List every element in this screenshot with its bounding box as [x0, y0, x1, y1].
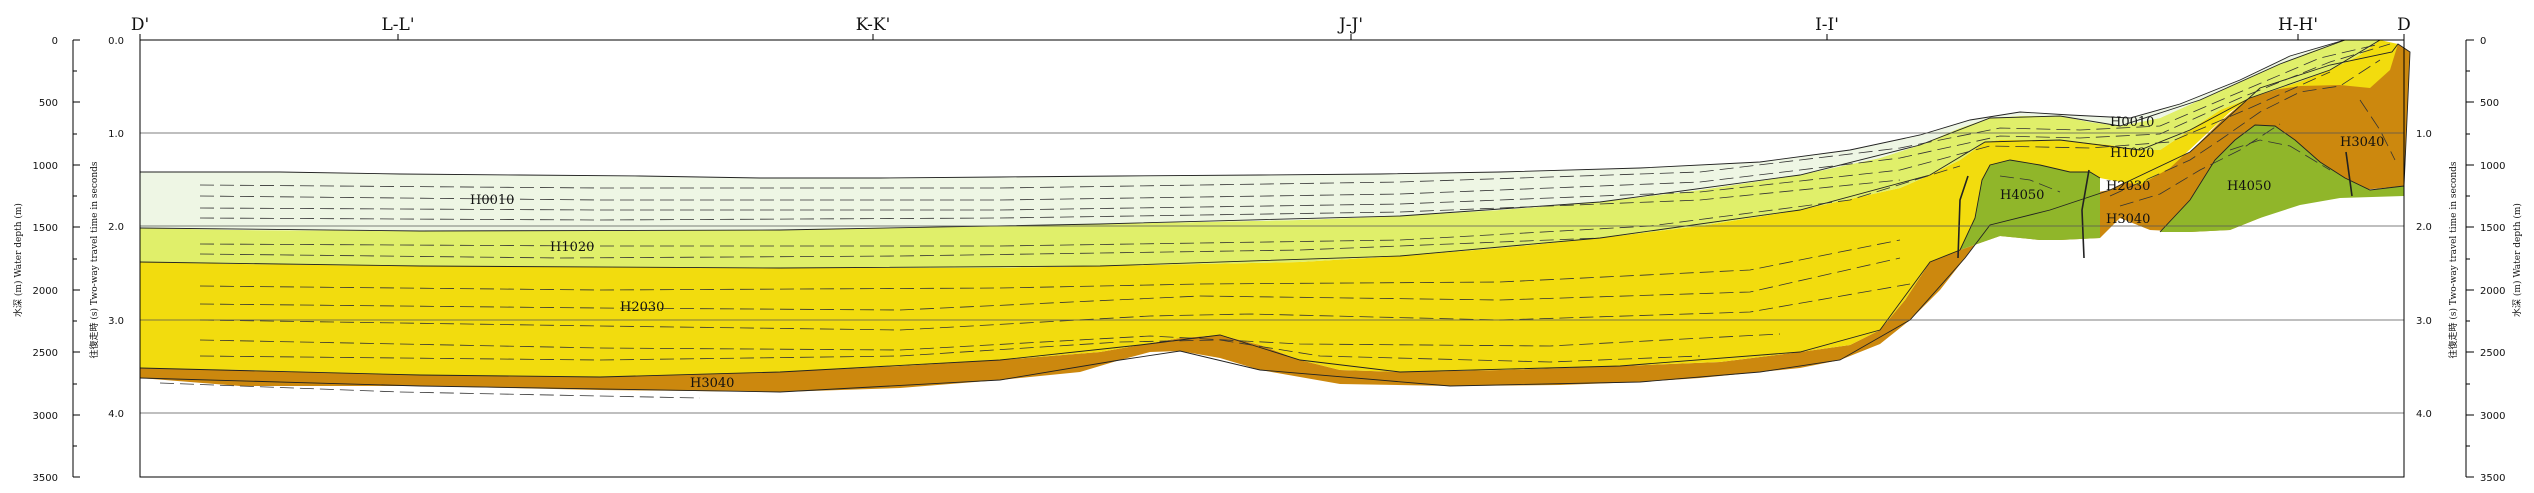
reflector-line	[199, 179, 1901, 221]
reflector-line	[199, 333, 1781, 351]
section-marker-l: L-L'	[382, 15, 415, 35]
fault-line	[2345, 151, 2353, 197]
horizon-label-h0010: H0010	[470, 193, 514, 208]
reflector-line	[199, 339, 1701, 363]
horizon-label-h4050-east: H4050	[2227, 179, 2271, 194]
horizon-label-h3040-far-east: H3040	[2340, 135, 2384, 150]
reflector-line	[199, 43, 2391, 201]
depth-tick-label: 1500	[33, 223, 58, 234]
right-depth-ticks: 0 500 1000 1500 2000 2500 3000 3500	[2480, 36, 2505, 484]
unit-h4050-fill-east	[2160, 125, 2404, 232]
depth-tick-label: 3500	[2480, 473, 2505, 484]
h0010-base-line	[139, 39, 2346, 232]
h4050-top-line-west	[1959, 159, 2101, 251]
depth-tick-label: 500	[39, 98, 58, 109]
fault-line	[2081, 169, 2090, 259]
h1020-base-line	[139, 39, 2381, 269]
horizon-label-h1020-east: H1020	[2110, 146, 2154, 161]
depth-tick-label: 3000	[2480, 411, 2505, 422]
unit-h4050-fill-west	[1960, 160, 2100, 250]
depth-tick-label: 2500	[33, 348, 58, 359]
left-depth-ticks: 0 500 1000 1500 2000 2500 3000 3500	[33, 36, 58, 484]
reflector-line	[199, 165, 1961, 247]
left-depth-axis	[72, 39, 80, 478]
internal-reflectors	[159, 43, 2396, 399]
horizon-label-h0010-east: H0010	[2110, 115, 2154, 130]
h4050-top-line-east	[2159, 124, 2405, 233]
depth-tick-label: 0	[52, 36, 58, 47]
section-marker-k: K-K'	[856, 15, 891, 35]
reflector-line	[2359, 99, 2396, 161]
section-marker-j: J-J'	[1337, 15, 1363, 35]
twt-tick-label: 2.0	[2416, 222, 2432, 233]
horizon-label-h3040: H3040	[690, 376, 734, 391]
section-frame	[139, 39, 2405, 478]
depth-tick-label: 3500	[33, 473, 58, 484]
depth-tick-label: 3000	[33, 411, 58, 422]
left-twt-axis-label: 往復走時 (s) Two-way travel time in seconds	[88, 161, 100, 358]
unit-h0010-fill	[140, 40, 2345, 231]
twt-tick-label: 3.0	[108, 316, 124, 327]
left-twt-ticks: 0.0 1.0 2.0 3.0 4.0	[108, 36, 124, 420]
reflector-line	[159, 382, 701, 399]
depth-tick-label: 1000	[33, 161, 58, 172]
left-depth-axis-label: 水深 (m) Water depth (m)	[12, 203, 24, 317]
reflector-line	[1999, 175, 2061, 193]
horizon-label-h1020: H1020	[550, 240, 594, 255]
section-marker-h: H-H'	[2278, 15, 2318, 35]
seafloor-line	[140, 39, 2398, 179]
twt-tick-label: 0.0	[108, 36, 124, 47]
depth-tick-label: 2000	[33, 286, 58, 297]
depth-tick-label: 2000	[2480, 286, 2505, 297]
twt-tick-label: 4.0	[108, 409, 124, 420]
right-depth-axis-label: 水深 (m) Water depth (m)	[2511, 203, 2523, 317]
geologic-layers	[140, 40, 2410, 392]
h2030-base-line	[139, 249, 1961, 378]
reflector-line	[199, 237, 1601, 259]
reflector-line	[199, 71, 2331, 211]
intersection-markers: D' L-L' K-K' J-J' I-I' H-H' D	[131, 15, 2411, 40]
unit-h2030-fill	[140, 40, 2398, 377]
twt-tick-label: 1.0	[108, 129, 124, 140]
twt-tick-label: 4.0	[2416, 409, 2432, 420]
depth-tick-label: 2500	[2480, 348, 2505, 359]
depth-tick-label: 0	[2480, 36, 2486, 47]
reflector-line	[199, 239, 1901, 291]
horizon-label-h2030: H2030	[620, 300, 664, 315]
section-marker-i: I-I'	[1815, 15, 1839, 35]
fault-line	[1957, 175, 1969, 259]
section-marker-d-prime: D'	[131, 15, 149, 35]
reflector-line	[2119, 123, 2281, 207]
depth-tick-label: 500	[2480, 98, 2499, 109]
horizon-label-h4050-west: H4050	[2000, 188, 2044, 203]
reflector-line	[2109, 59, 2381, 197]
right-twt-ticks: 1.0 2.0 3.0 4.0	[2416, 129, 2432, 420]
twt-tick-label: 3.0	[2416, 316, 2432, 327]
reflector-line	[199, 283, 1911, 331]
horizon-label-h2030-east: H2030	[2106, 179, 2150, 194]
depth-tick-label: 1500	[2480, 223, 2505, 234]
twt-tick-label: 2.0	[108, 222, 124, 233]
section-marker-d: D	[2397, 15, 2411, 35]
reflector-line	[199, 43, 2381, 189]
right-twt-axis-label: 往復走時 (s) Two-way travel time in seconds	[2447, 161, 2459, 358]
twt-tick-label: 1.0	[2416, 129, 2432, 140]
reflector-line	[2229, 139, 2331, 171]
depth-tick-label: 1000	[2480, 161, 2505, 172]
right-depth-axis	[2465, 39, 2474, 478]
reflector-line	[199, 257, 1901, 311]
horizon-labels: H0010 H1020 H2030 H3040 H0010 H1020 H203…	[470, 115, 2384, 391]
horizon-label-h3040-east: H3040	[2106, 212, 2150, 227]
